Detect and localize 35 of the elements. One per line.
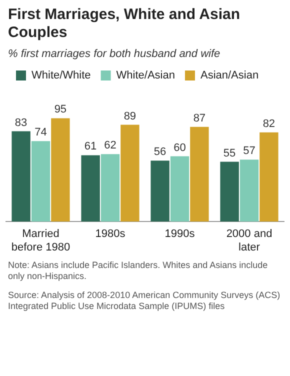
source-note: Source: Analysis of 2008-2010 American Community Surveys (ACS) Integrated Public Use Microdata Sample (IPUMS) files — [8, 290, 282, 312]
bar — [170, 156, 190, 222]
bar — [12, 131, 30, 222]
chart-title: First Marriages, White and Asian Couples — [7, 5, 241, 42]
data-label: 83 — [14, 116, 28, 129]
data-label: 87 — [193, 112, 206, 124]
data-label: 61 — [84, 140, 97, 153]
data-label: 62 — [104, 140, 116, 152]
legend-label: White/White — [32, 70, 91, 82]
data-label: 57 — [243, 145, 256, 158]
x-tick-label: Married before 1980 — [11, 228, 70, 254]
bar — [150, 160, 170, 222]
legend-label: Asian/Asian — [200, 70, 259, 82]
data-label: 74 — [34, 126, 47, 139]
data-label: 56 — [154, 146, 166, 158]
bar — [240, 160, 259, 222]
legend-label: White/Asian — [116, 70, 175, 82]
text: Note: Asians include Pacific Islanders. Whites and Asians include only non-Hispanics. — [8, 260, 269, 282]
bar — [51, 118, 70, 222]
bar — [81, 155, 100, 222]
x-tick-label: 2000 and later — [226, 228, 272, 254]
data-label: 55 — [223, 147, 236, 160]
bar — [120, 124, 140, 222]
data-label: 89 — [124, 110, 136, 122]
bar — [31, 141, 50, 222]
bar — [190, 126, 209, 222]
data-label: 60 — [174, 142, 186, 154]
data-label: 95 — [54, 104, 67, 116]
bar — [100, 154, 120, 222]
bar — [260, 132, 278, 222]
bar — [220, 162, 239, 222]
x-tick-label: 1990s — [164, 228, 196, 240]
chart-subtitle: % first marriages for both husband and wife — [7, 47, 222, 60]
x-tick-label: 1980s — [95, 228, 126, 240]
data-label: 82 — [262, 118, 276, 130]
